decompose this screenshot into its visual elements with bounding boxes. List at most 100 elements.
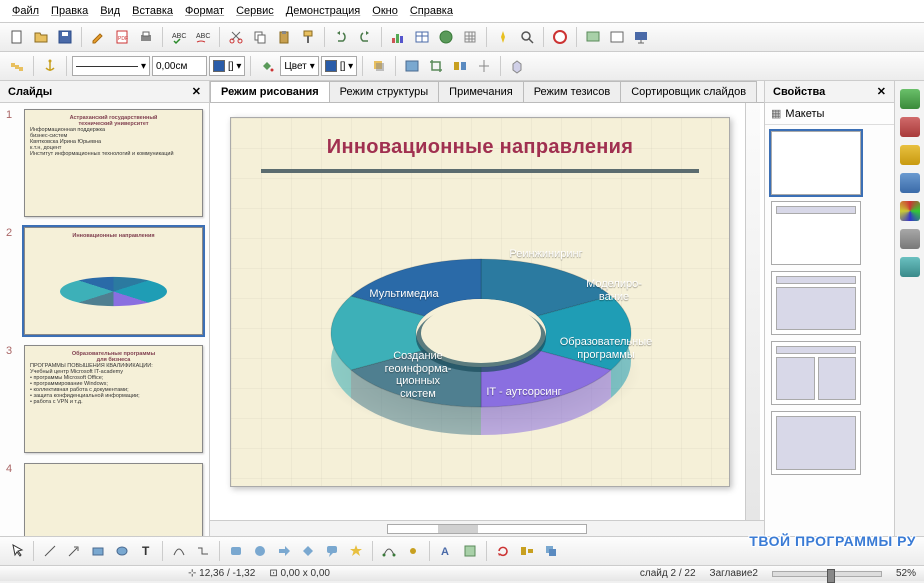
undo-button[interactable] — [330, 26, 352, 48]
animation-icon[interactable] — [900, 145, 920, 165]
layout-item[interactable] — [771, 271, 861, 335]
arrow-shapes-tool[interactable] — [273, 540, 295, 562]
gluepoints-tool[interactable] — [402, 540, 424, 562]
menu-Файл[interactable]: Файл — [8, 3, 43, 19]
connector-tool[interactable] — [192, 540, 214, 562]
line-color-combo[interactable]: [] ▾ — [209, 56, 245, 76]
help-button[interactable] — [549, 26, 571, 48]
layout-item[interactable] — [771, 341, 861, 405]
zoom-slider[interactable] — [772, 571, 882, 577]
navigator-button[interactable] — [492, 26, 514, 48]
print-button[interactable] — [135, 26, 157, 48]
tab-2[interactable]: Примечания — [438, 81, 524, 102]
crop-button[interactable] — [425, 55, 447, 77]
rotate-tool[interactable] — [492, 540, 514, 562]
horizontal-scrollbar[interactable] — [210, 520, 764, 536]
canvas[interactable]: Инновационные направления РеинжинирингМо… — [210, 103, 764, 520]
fill-type-combo[interactable]: Цвет ▾ — [280, 56, 318, 76]
tab-3[interactable]: Режим тезисов — [523, 81, 622, 102]
menu-Вид[interactable]: Вид — [96, 3, 124, 19]
layouts-section-header[interactable]: ▦Макеты — [765, 103, 894, 125]
gallery-button[interactable] — [582, 26, 604, 48]
thumb-slide[interactable]: Астраханский государственныйтехнический … — [24, 109, 203, 217]
layout-item[interactable] — [771, 411, 861, 475]
line-style-combo[interactable]: ▾ — [72, 56, 150, 76]
master-icon[interactable] — [900, 117, 920, 137]
effects-button[interactable] — [449, 55, 471, 77]
tab-1[interactable]: Режим структуры — [329, 81, 440, 102]
zoom-button[interactable] — [516, 26, 538, 48]
current-slide[interactable]: Инновационные направления РеинжинирингМо… — [230, 117, 730, 487]
tab-0[interactable]: Режим рисования — [210, 81, 330, 102]
flowchart-tool[interactable] — [297, 540, 319, 562]
points-tool[interactable] — [378, 540, 400, 562]
menu-Справка[interactable]: Справка — [406, 3, 457, 19]
arrow-tool[interactable] — [63, 540, 85, 562]
layout-item[interactable] — [771, 131, 861, 195]
fill-type-label: Цвет — [284, 61, 306, 72]
donut-chart[interactable]: РеинжинирингМоделиро-ваниеОбразовательны… — [291, 218, 671, 458]
grid-button[interactable] — [459, 26, 481, 48]
thumb-slide[interactable] — [24, 463, 203, 536]
save-button[interactable] — [54, 26, 76, 48]
hyperlink-button[interactable] — [435, 26, 457, 48]
flip-button[interactable] — [473, 55, 495, 77]
slide-title[interactable]: Инновационные направления — [231, 118, 729, 165]
symbol-shapes-tool[interactable] — [249, 540, 271, 562]
menu-Окно[interactable]: Окно — [368, 3, 402, 19]
callout-tool[interactable] — [321, 540, 343, 562]
tab-4[interactable]: Сортировщик слайдов — [620, 81, 757, 102]
arrange-tool[interactable] — [540, 540, 562, 562]
fill-button[interactable] — [256, 55, 278, 77]
format-paint-button[interactable] — [297, 26, 319, 48]
properties-icon[interactable] — [900, 89, 920, 109]
new-button[interactable] — [6, 26, 28, 48]
thumb-number: 3 — [6, 345, 18, 453]
line-width-input[interactable] — [152, 56, 207, 76]
chart-button[interactable] — [387, 26, 409, 48]
menu-Вставка[interactable]: Вставка — [128, 3, 177, 19]
navigator-icon[interactable] — [900, 257, 920, 277]
arrange-button[interactable] — [6, 55, 28, 77]
line-tool[interactable] — [39, 540, 61, 562]
curve-tool[interactable] — [168, 540, 190, 562]
menu-Демонстрация[interactable]: Демонстрация — [282, 3, 365, 19]
close-icon[interactable]: ✕ — [877, 85, 886, 98]
star-tool[interactable] — [345, 540, 367, 562]
open-button[interactable] — [30, 26, 52, 48]
extrusion-button[interactable] — [506, 55, 528, 77]
paste-button[interactable] — [273, 26, 295, 48]
transition-icon[interactable] — [900, 173, 920, 193]
menu-Правка[interactable]: Правка — [47, 3, 92, 19]
table-button[interactable] — [411, 26, 433, 48]
pdf-button[interactable]: PDF — [111, 26, 133, 48]
ellipse-tool[interactable] — [111, 540, 133, 562]
copy-button[interactable] — [249, 26, 271, 48]
fontwork-tool[interactable]: A — [435, 540, 457, 562]
align-tool[interactable] — [516, 540, 538, 562]
thumb-slide[interactable]: Образовательные программыдля бизнесаПРОГ… — [24, 345, 203, 453]
gallery-icon[interactable] — [900, 229, 920, 249]
close-icon[interactable]: ✕ — [192, 85, 201, 98]
image-filter-button[interactable] — [401, 55, 423, 77]
select-tool[interactable] — [6, 540, 28, 562]
menu-Сервис[interactable]: Сервис — [232, 3, 278, 19]
rect-tool[interactable] — [87, 540, 109, 562]
redo-button[interactable] — [354, 26, 376, 48]
cut-button[interactable] — [225, 26, 247, 48]
basic-shapes-tool[interactable] — [225, 540, 247, 562]
slide-button[interactable] — [606, 26, 628, 48]
autospell-button[interactable]: ABC — [192, 26, 214, 48]
layout-item[interactable] — [771, 201, 861, 265]
anchor-button[interactable] — [39, 55, 61, 77]
spellcheck-button[interactable]: ABC — [168, 26, 190, 48]
shadow-button[interactable] — [368, 55, 390, 77]
fill-color-combo[interactable]: [] ▾ — [321, 56, 357, 76]
presentation-button[interactable] — [630, 26, 652, 48]
thumb-slide[interactable]: Инновационные направления — [24, 227, 203, 335]
edit-button[interactable] — [87, 26, 109, 48]
text-tool[interactable]: T — [135, 540, 157, 562]
styles-icon[interactable] — [900, 201, 920, 221]
from-file-tool[interactable] — [459, 540, 481, 562]
menu-Формат[interactable]: Формат — [181, 3, 228, 19]
